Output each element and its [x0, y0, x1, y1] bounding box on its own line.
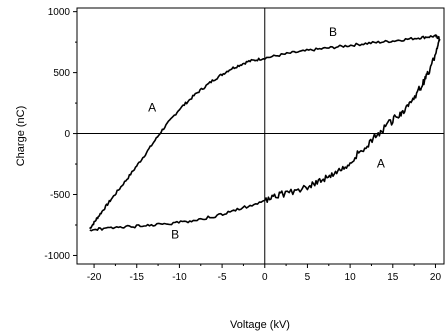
series-line-2	[89, 38, 441, 232]
series-layer	[89, 34, 441, 232]
y-tick-label: 1000	[48, 7, 71, 18]
y-tick-label: 0	[64, 129, 70, 140]
series-line-1	[89, 34, 441, 230]
plot-frame	[76, 7, 445, 265]
annotation-label: A	[377, 157, 385, 171]
annotation-label: A	[148, 101, 156, 115]
x-tick-label: 0	[262, 272, 268, 283]
reference-lines	[77, 8, 444, 264]
annotation-label: B	[329, 25, 337, 39]
x-tick-label: 20	[430, 272, 442, 283]
x-tick-label: -20	[87, 272, 102, 283]
x-tick-label: -10	[172, 272, 187, 283]
y-tick-label: -500	[50, 190, 70, 201]
y-axis-ticks: -1000 -500 0 500 1000	[44, 7, 77, 262]
x-axis-ticks: -20 -15 -10 -5 0 5 10 15 20	[87, 264, 442, 283]
x-tick-label: 15	[387, 272, 399, 283]
y-tick-label: 500	[53, 68, 70, 79]
x-axis-label: Voltage (kV)	[230, 319, 290, 331]
x-tick-label: -5	[218, 272, 227, 283]
x-tick-label: 10	[345, 272, 357, 283]
x-tick-label: -15	[130, 272, 145, 283]
y-tick-label: -1000	[44, 251, 70, 262]
annotation-label: B	[171, 227, 179, 241]
annotations: A B A B	[148, 25, 385, 241]
y-axis-label: Charge (nC)	[15, 106, 27, 167]
x-tick-label: 5	[305, 272, 311, 283]
